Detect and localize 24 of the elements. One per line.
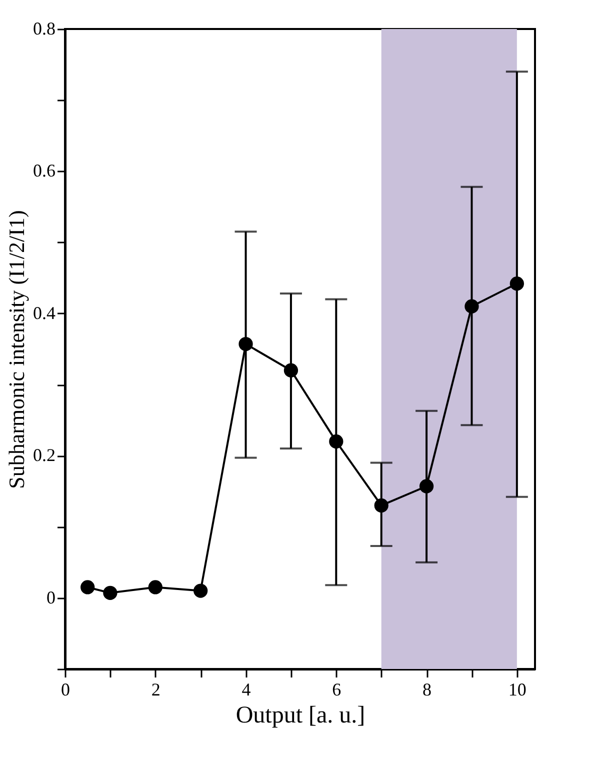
y-tick-label: 0.8 [33, 18, 56, 38]
y-tick-label: 0.2 [33, 445, 56, 466]
point [419, 479, 434, 494]
point [80, 580, 95, 594]
x-tick-label: 10 [508, 680, 526, 700]
x-tick-label: 0 [61, 680, 70, 700]
y-tick-label: 0.6 [33, 160, 56, 181]
y-tick-label: 0.4 [33, 302, 56, 323]
point [284, 363, 298, 378]
point [103, 586, 118, 600]
point [510, 276, 524, 291]
x-tick-label: 4 [242, 680, 251, 700]
x-axis-title: Output [a. u.] [236, 702, 366, 728]
y-axis-title: Subharmonic intensity (I1/2/I1) [4, 210, 29, 489]
x-tick-label: 8 [422, 680, 432, 700]
point [464, 299, 479, 314]
x-tick-label: 2 [151, 680, 160, 700]
point [329, 434, 344, 448]
point [374, 498, 388, 512]
point [148, 580, 162, 594]
y-tick-label: 0 [46, 587, 56, 608]
point [194, 584, 208, 598]
point [238, 336, 253, 352]
x-tick-label: 6 [332, 680, 342, 700]
